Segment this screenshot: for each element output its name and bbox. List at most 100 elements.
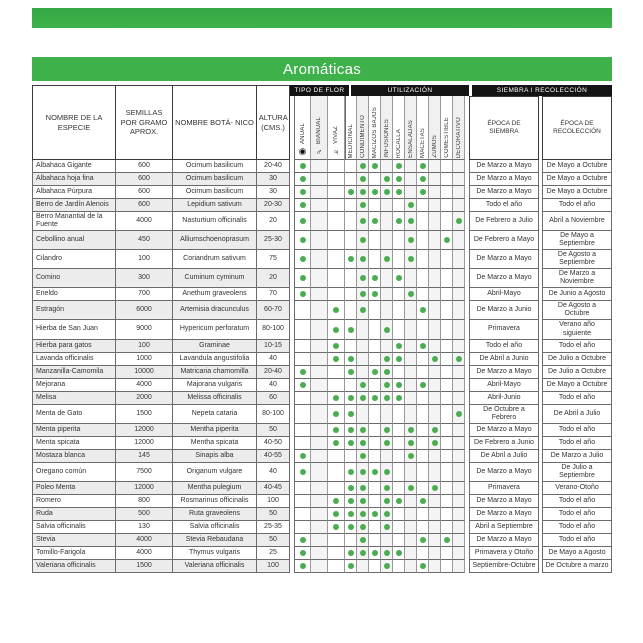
species-name-cell: Albahaca Gigante	[32, 160, 116, 173]
green-dot-marker	[347, 439, 354, 446]
green-dot-marker	[431, 355, 438, 362]
use-cell	[417, 494, 429, 508]
flower-column-label: ANUAL	[299, 122, 306, 144]
use-cell	[453, 288, 465, 302]
use-cell	[417, 546, 429, 560]
green-dot-marker	[431, 484, 438, 491]
flower-type-cell	[294, 391, 311, 405]
use-cell	[369, 546, 381, 560]
use-cell	[453, 378, 465, 392]
flower-type-cell	[311, 231, 328, 251]
use-cell	[393, 365, 405, 379]
use-cell	[393, 481, 405, 495]
harvest-season-cell: Todo el año	[542, 507, 612, 521]
sowing-season-cell: Abril-Junio	[469, 391, 539, 405]
flower-type-cell	[311, 436, 328, 450]
flower-type-cell	[294, 404, 311, 424]
use-cell	[369, 494, 381, 508]
header-seeds: SEMILLAS POR GRAMO APROX.	[116, 85, 173, 160]
use-cell	[417, 481, 429, 495]
harvest-season-cell: De Marzo a Julio	[542, 449, 612, 463]
use-cell	[417, 173, 429, 186]
use-cell	[357, 481, 369, 495]
use-cell	[429, 507, 441, 521]
harvest-season-cell: De Mayo a Septiembre	[542, 231, 612, 251]
green-dot-marker	[359, 237, 366, 244]
green-dot-marker	[383, 549, 390, 556]
use-cell	[405, 494, 417, 508]
flower-type-cell	[294, 320, 311, 340]
use-cell	[405, 231, 417, 251]
height-cms-cell: 40-45	[257, 481, 290, 495]
height-cms-cell: 25	[257, 546, 290, 560]
top-green-strip	[32, 8, 612, 28]
use-cell	[429, 449, 441, 463]
table-body: Albahaca Gigante 600 Ocimum basilicum 20-40…	[32, 160, 612, 573]
use-cell	[381, 378, 393, 392]
green-dot-marker	[455, 410, 462, 417]
species-name-cell: Oregano común	[32, 462, 116, 482]
flower-type-cell	[311, 559, 328, 573]
green-dot-marker	[383, 510, 390, 517]
use-column-header: CONDIMENTO	[357, 96, 369, 160]
use-cell	[381, 391, 393, 405]
use-cell	[393, 301, 405, 321]
use-cell	[357, 339, 369, 353]
botanical-name-cell: Nasturtium officinalis	[173, 212, 257, 232]
use-cell	[441, 250, 453, 270]
height-cms-cell: 40	[257, 462, 290, 482]
botanical-name-cell: Ruta graveolens	[173, 507, 257, 521]
use-cell	[441, 288, 453, 302]
flower-type-cell	[311, 391, 328, 405]
use-cell	[369, 212, 381, 232]
flower-type-cell	[294, 462, 311, 482]
botanical-name-cell: Mentha pulegium	[173, 481, 257, 495]
botanical-name-cell: Nepeta cataria	[173, 404, 257, 424]
use-cell	[381, 160, 393, 173]
use-cell	[417, 378, 429, 392]
flower-type-cell	[328, 507, 345, 521]
use-cell	[405, 520, 417, 534]
use-cell	[393, 494, 405, 508]
use-cell	[417, 212, 429, 232]
use-cell	[393, 404, 405, 424]
green-dot-marker	[431, 439, 438, 446]
use-cell	[345, 160, 357, 173]
botanical-name-cell: Artemisia dracunculus	[173, 301, 257, 321]
green-dot-marker	[395, 394, 402, 401]
use-cell	[417, 404, 429, 424]
flower-type-cell	[328, 546, 345, 560]
green-dot-marker	[333, 523, 339, 530]
sowing-season-cell: De Marzo a Mayo	[469, 423, 539, 437]
green-dot-marker	[419, 189, 426, 195]
use-cell	[381, 507, 393, 521]
perennial-symbol-icon: ♃	[332, 146, 340, 157]
green-dot-marker	[359, 426, 366, 433]
green-dot-marker	[371, 394, 378, 401]
use-cell	[393, 378, 405, 392]
use-cell	[417, 462, 429, 482]
use-cell	[357, 520, 369, 534]
use-cell	[345, 449, 357, 463]
use-cell	[405, 507, 417, 521]
harvest-season-cell: Todo el año	[542, 391, 612, 405]
green-dot-marker	[395, 218, 402, 225]
flower-type-cell	[294, 546, 311, 560]
height-cms-cell: 40	[257, 352, 290, 366]
species-name-cell: Poleo Menta	[32, 481, 116, 495]
use-cell	[429, 546, 441, 560]
green-dot-marker	[455, 218, 462, 225]
use-cell	[357, 559, 369, 573]
flower-type-cell	[311, 404, 328, 424]
use-cell	[357, 423, 369, 437]
use-cell	[345, 173, 357, 186]
seeds-per-gram-cell: 800	[116, 494, 173, 508]
use-cell	[345, 365, 357, 379]
green-dot-marker	[419, 562, 426, 569]
green-dot-marker	[347, 549, 354, 556]
use-cell	[453, 546, 465, 560]
flower-type-cell	[294, 173, 311, 186]
use-cell	[393, 546, 405, 560]
flower-type-cell	[328, 301, 345, 321]
table-row: Albahaca Gigante 600 Ocimum basilicum 20-40…	[32, 160, 612, 173]
